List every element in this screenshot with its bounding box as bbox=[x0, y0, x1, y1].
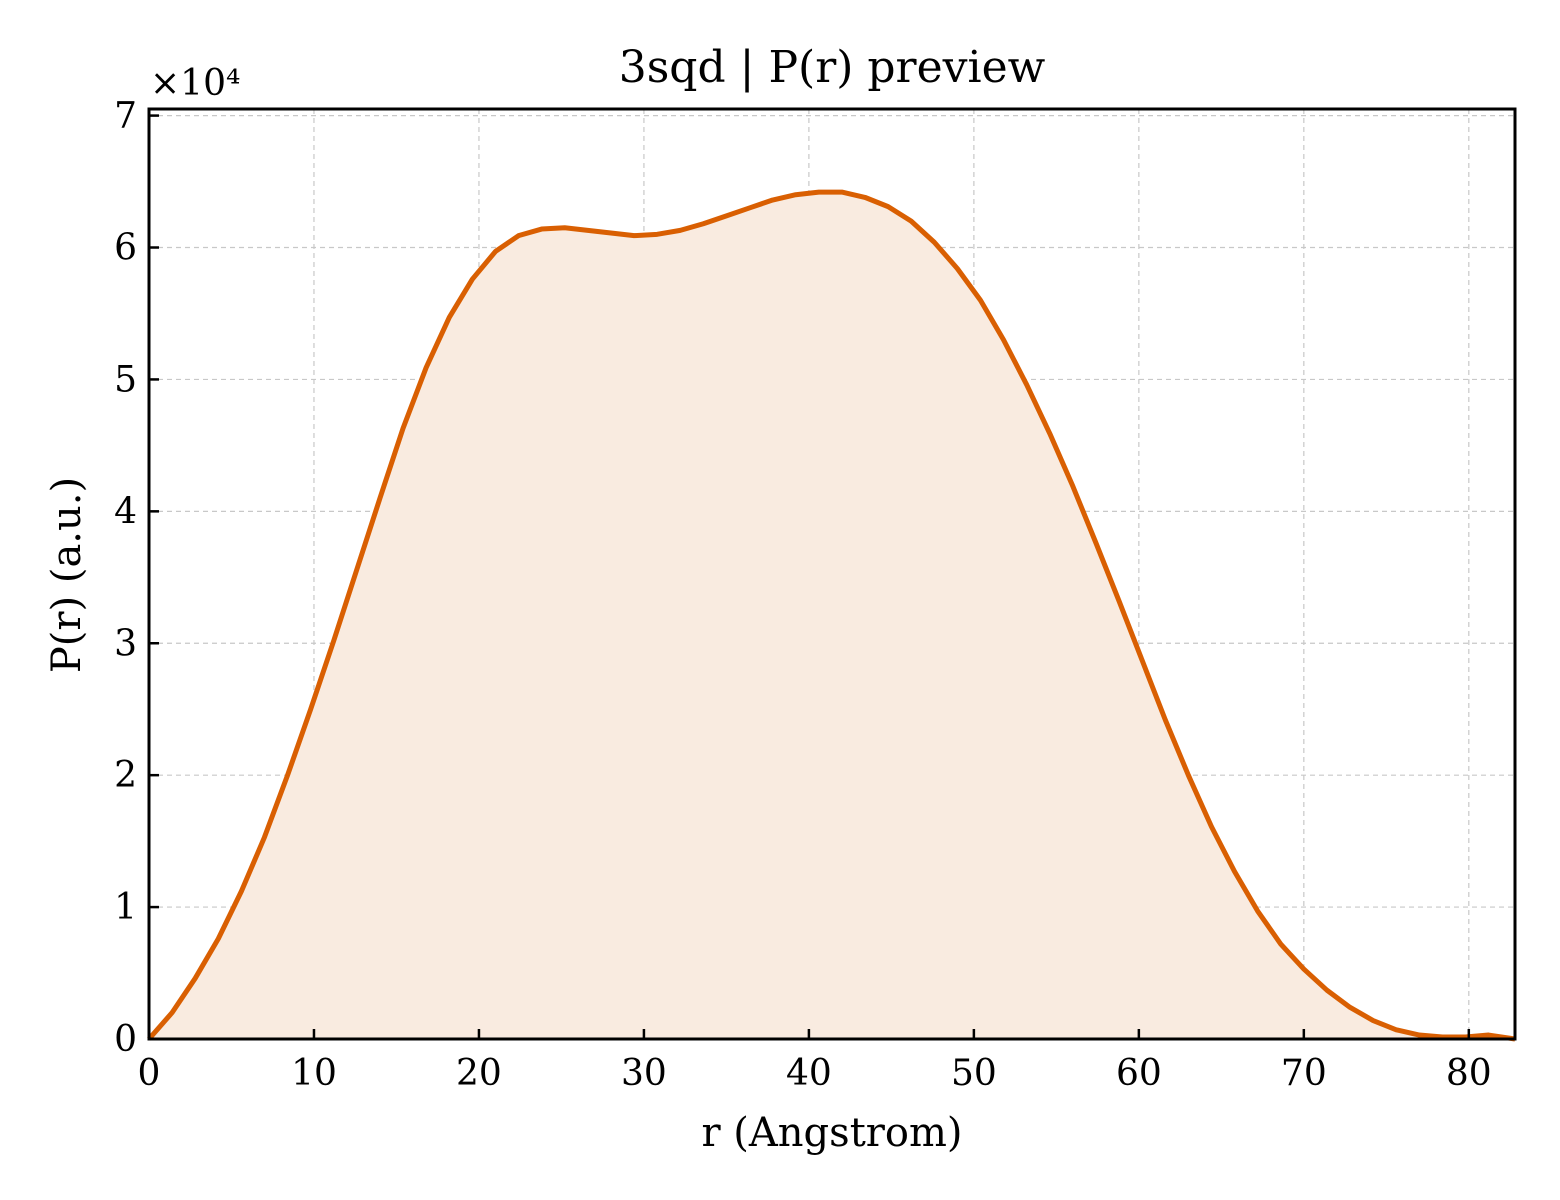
x-tick-label: 70 bbox=[1281, 1053, 1327, 1094]
x-tick-label: 10 bbox=[291, 1053, 337, 1094]
y-tick-label: 3 bbox=[114, 623, 137, 664]
series-line bbox=[147, 189, 1516, 1042]
x-tick-label: 40 bbox=[786, 1053, 832, 1094]
y-tick-label: 0 bbox=[114, 1019, 137, 1060]
x-axis-label: r (Angstrom) bbox=[701, 1110, 962, 1156]
y-tick-label: 6 bbox=[114, 228, 137, 269]
y-ticks: 0 1 2 3 4 5 6 7 bbox=[114, 96, 159, 1060]
x-tick-label: 80 bbox=[1446, 1053, 1492, 1094]
y-tick-label: 2 bbox=[114, 755, 137, 796]
x-tick-label: 20 bbox=[456, 1053, 502, 1094]
x-tick-label: 50 bbox=[951, 1053, 997, 1094]
y-tick-label: 5 bbox=[114, 359, 137, 400]
x-ticks: 0 10 20 30 40 50 60 70 80 bbox=[138, 1029, 1492, 1094]
x-tick-label: 30 bbox=[621, 1053, 667, 1094]
y-tick-label: 4 bbox=[114, 491, 137, 532]
y-tick-label: 1 bbox=[114, 887, 137, 928]
chart-title: 3sqd | P(r) preview bbox=[619, 42, 1046, 93]
y-axis-label: P(r) (a.u.) bbox=[44, 477, 90, 673]
y-offset-label: ×10⁴ bbox=[150, 63, 240, 104]
x-tick-label: 0 bbox=[138, 1053, 161, 1094]
x-tick-label: 60 bbox=[1116, 1053, 1162, 1094]
plot-frame bbox=[147, 107, 1517, 1041]
area-fill bbox=[149, 192, 1515, 1040]
y-tick-label: 7 bbox=[114, 96, 137, 137]
